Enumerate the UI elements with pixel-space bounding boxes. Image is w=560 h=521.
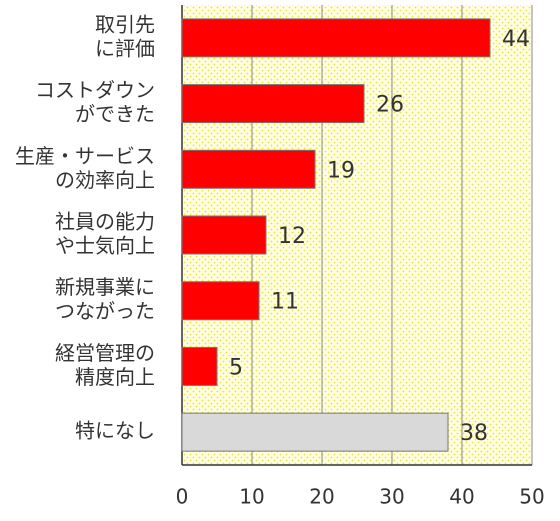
x-tick-label: 10 bbox=[239, 485, 264, 509]
value-label: 26 bbox=[376, 93, 404, 118]
x-tick-label: 0 bbox=[176, 485, 189, 509]
value-label: 19 bbox=[327, 158, 355, 183]
value-label: 11 bbox=[271, 290, 299, 315]
value-label: 44 bbox=[502, 27, 530, 52]
y-tick-label: や士気向上 bbox=[55, 234, 155, 258]
y-tick-label: 経営管理の bbox=[55, 341, 155, 365]
y-tick-label: 特になし bbox=[75, 419, 155, 443]
y-tick-label: ができた bbox=[75, 102, 155, 126]
x-tick-label: 50 bbox=[519, 485, 544, 509]
bar bbox=[181, 18, 491, 58]
y-tick-label: の効率向上 bbox=[55, 168, 155, 192]
bar bbox=[181, 346, 218, 386]
y-tick-label: 精度向上 bbox=[75, 365, 155, 389]
y-tick-label: に評価 bbox=[95, 36, 155, 60]
y-tick-label: コストダウン bbox=[35, 78, 155, 102]
y-tick-label: 社員の能力 bbox=[55, 210, 155, 234]
y-tick-label: つながった bbox=[55, 299, 155, 323]
bar bbox=[181, 281, 260, 321]
value-label: 38 bbox=[460, 421, 488, 446]
bar bbox=[181, 149, 316, 189]
y-tick-label: 生産・サービス bbox=[15, 144, 155, 168]
y-tick-label: 取引先 bbox=[95, 12, 155, 36]
y-tick-label: 新規事業に bbox=[55, 275, 155, 299]
value-label: 12 bbox=[278, 224, 306, 249]
x-tick-label: 20 bbox=[309, 485, 334, 509]
value-label: 5 bbox=[229, 355, 243, 380]
x-tick-label: 40 bbox=[449, 485, 474, 509]
bar bbox=[181, 215, 267, 255]
x-tick-label: 30 bbox=[379, 485, 404, 509]
bar bbox=[181, 84, 365, 124]
bar bbox=[181, 412, 449, 452]
